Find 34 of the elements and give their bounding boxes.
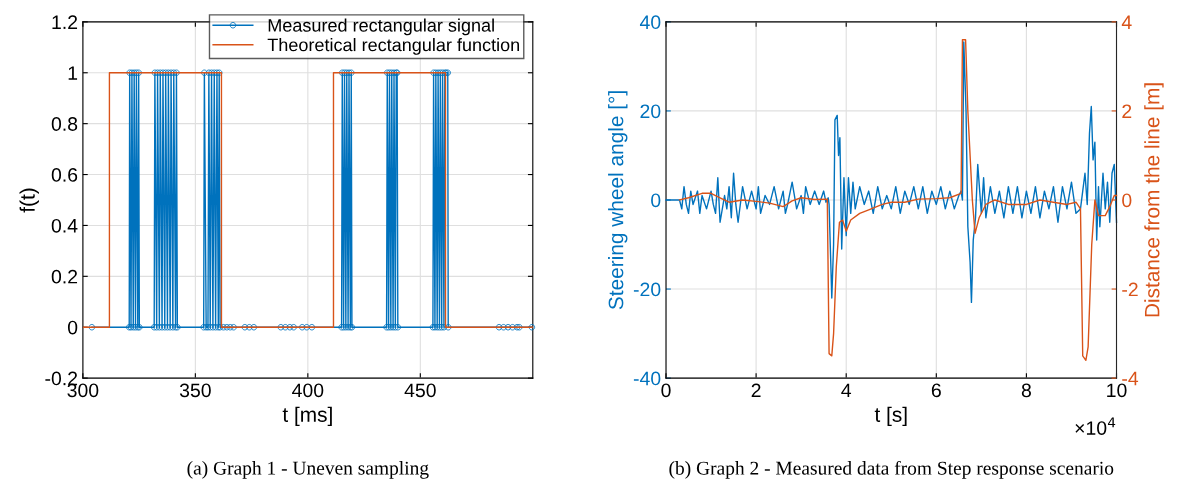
x-axis-title: t [s] <box>874 406 907 427</box>
y-tick-label: 0.2 <box>51 269 78 284</box>
y2-tick-label: -2 <box>1122 282 1138 297</box>
y-axis-title: f(t) <box>19 188 39 213</box>
y-tick-label: 40 <box>639 15 661 30</box>
x-axis-title: t [ms] <box>282 406 332 427</box>
y-tick-label: 1 <box>68 66 78 80</box>
x-tick-label: 350 <box>179 383 211 398</box>
y-axis-title: Steering wheel angle [°] <box>608 91 628 310</box>
y-tick-label: 0 <box>651 193 661 208</box>
y-tick-label: 0.8 <box>51 117 78 131</box>
text: (a) Graph 1 - Uneven sampling <box>187 461 429 479</box>
y-tick-label: 1.2 <box>52 15 78 29</box>
y-tick-label: 20 <box>640 104 661 119</box>
y2-axis-title: Distance from the line [m] <box>1144 83 1164 317</box>
y2-tick-label: 2 <box>1122 104 1132 118</box>
y2-tick-label: 0 <box>1122 193 1132 208</box>
text: ×10$^{4}$ <box>1075 417 1116 436</box>
x-tick-label: 8 <box>1021 383 1031 398</box>
y-tick-label: -40 <box>633 371 661 386</box>
legend-label: Measured rectangular signal <box>268 18 494 36</box>
y-tick-label: 0.4 <box>51 218 78 233</box>
x-tick-label: 450 <box>404 383 436 398</box>
y-tick-label: 0.6 <box>51 168 78 182</box>
y2-tick-label: 4 <box>1121 15 1132 29</box>
x-tick-label: 4 <box>841 383 852 398</box>
y-tick-label: -20 <box>633 282 661 297</box>
x-tick-label: 6 <box>931 383 941 398</box>
text: (b) Graph 2 - Measured data from Step response scenario <box>669 460 1114 479</box>
x-tick-label: 2 <box>751 383 761 398</box>
y-tick-label: 0 <box>67 320 78 335</box>
x-tick-label: 400 <box>292 383 324 398</box>
x-tick-label: 0 <box>661 383 671 398</box>
legend-label: Theoretical rectangular function <box>267 38 520 55</box>
